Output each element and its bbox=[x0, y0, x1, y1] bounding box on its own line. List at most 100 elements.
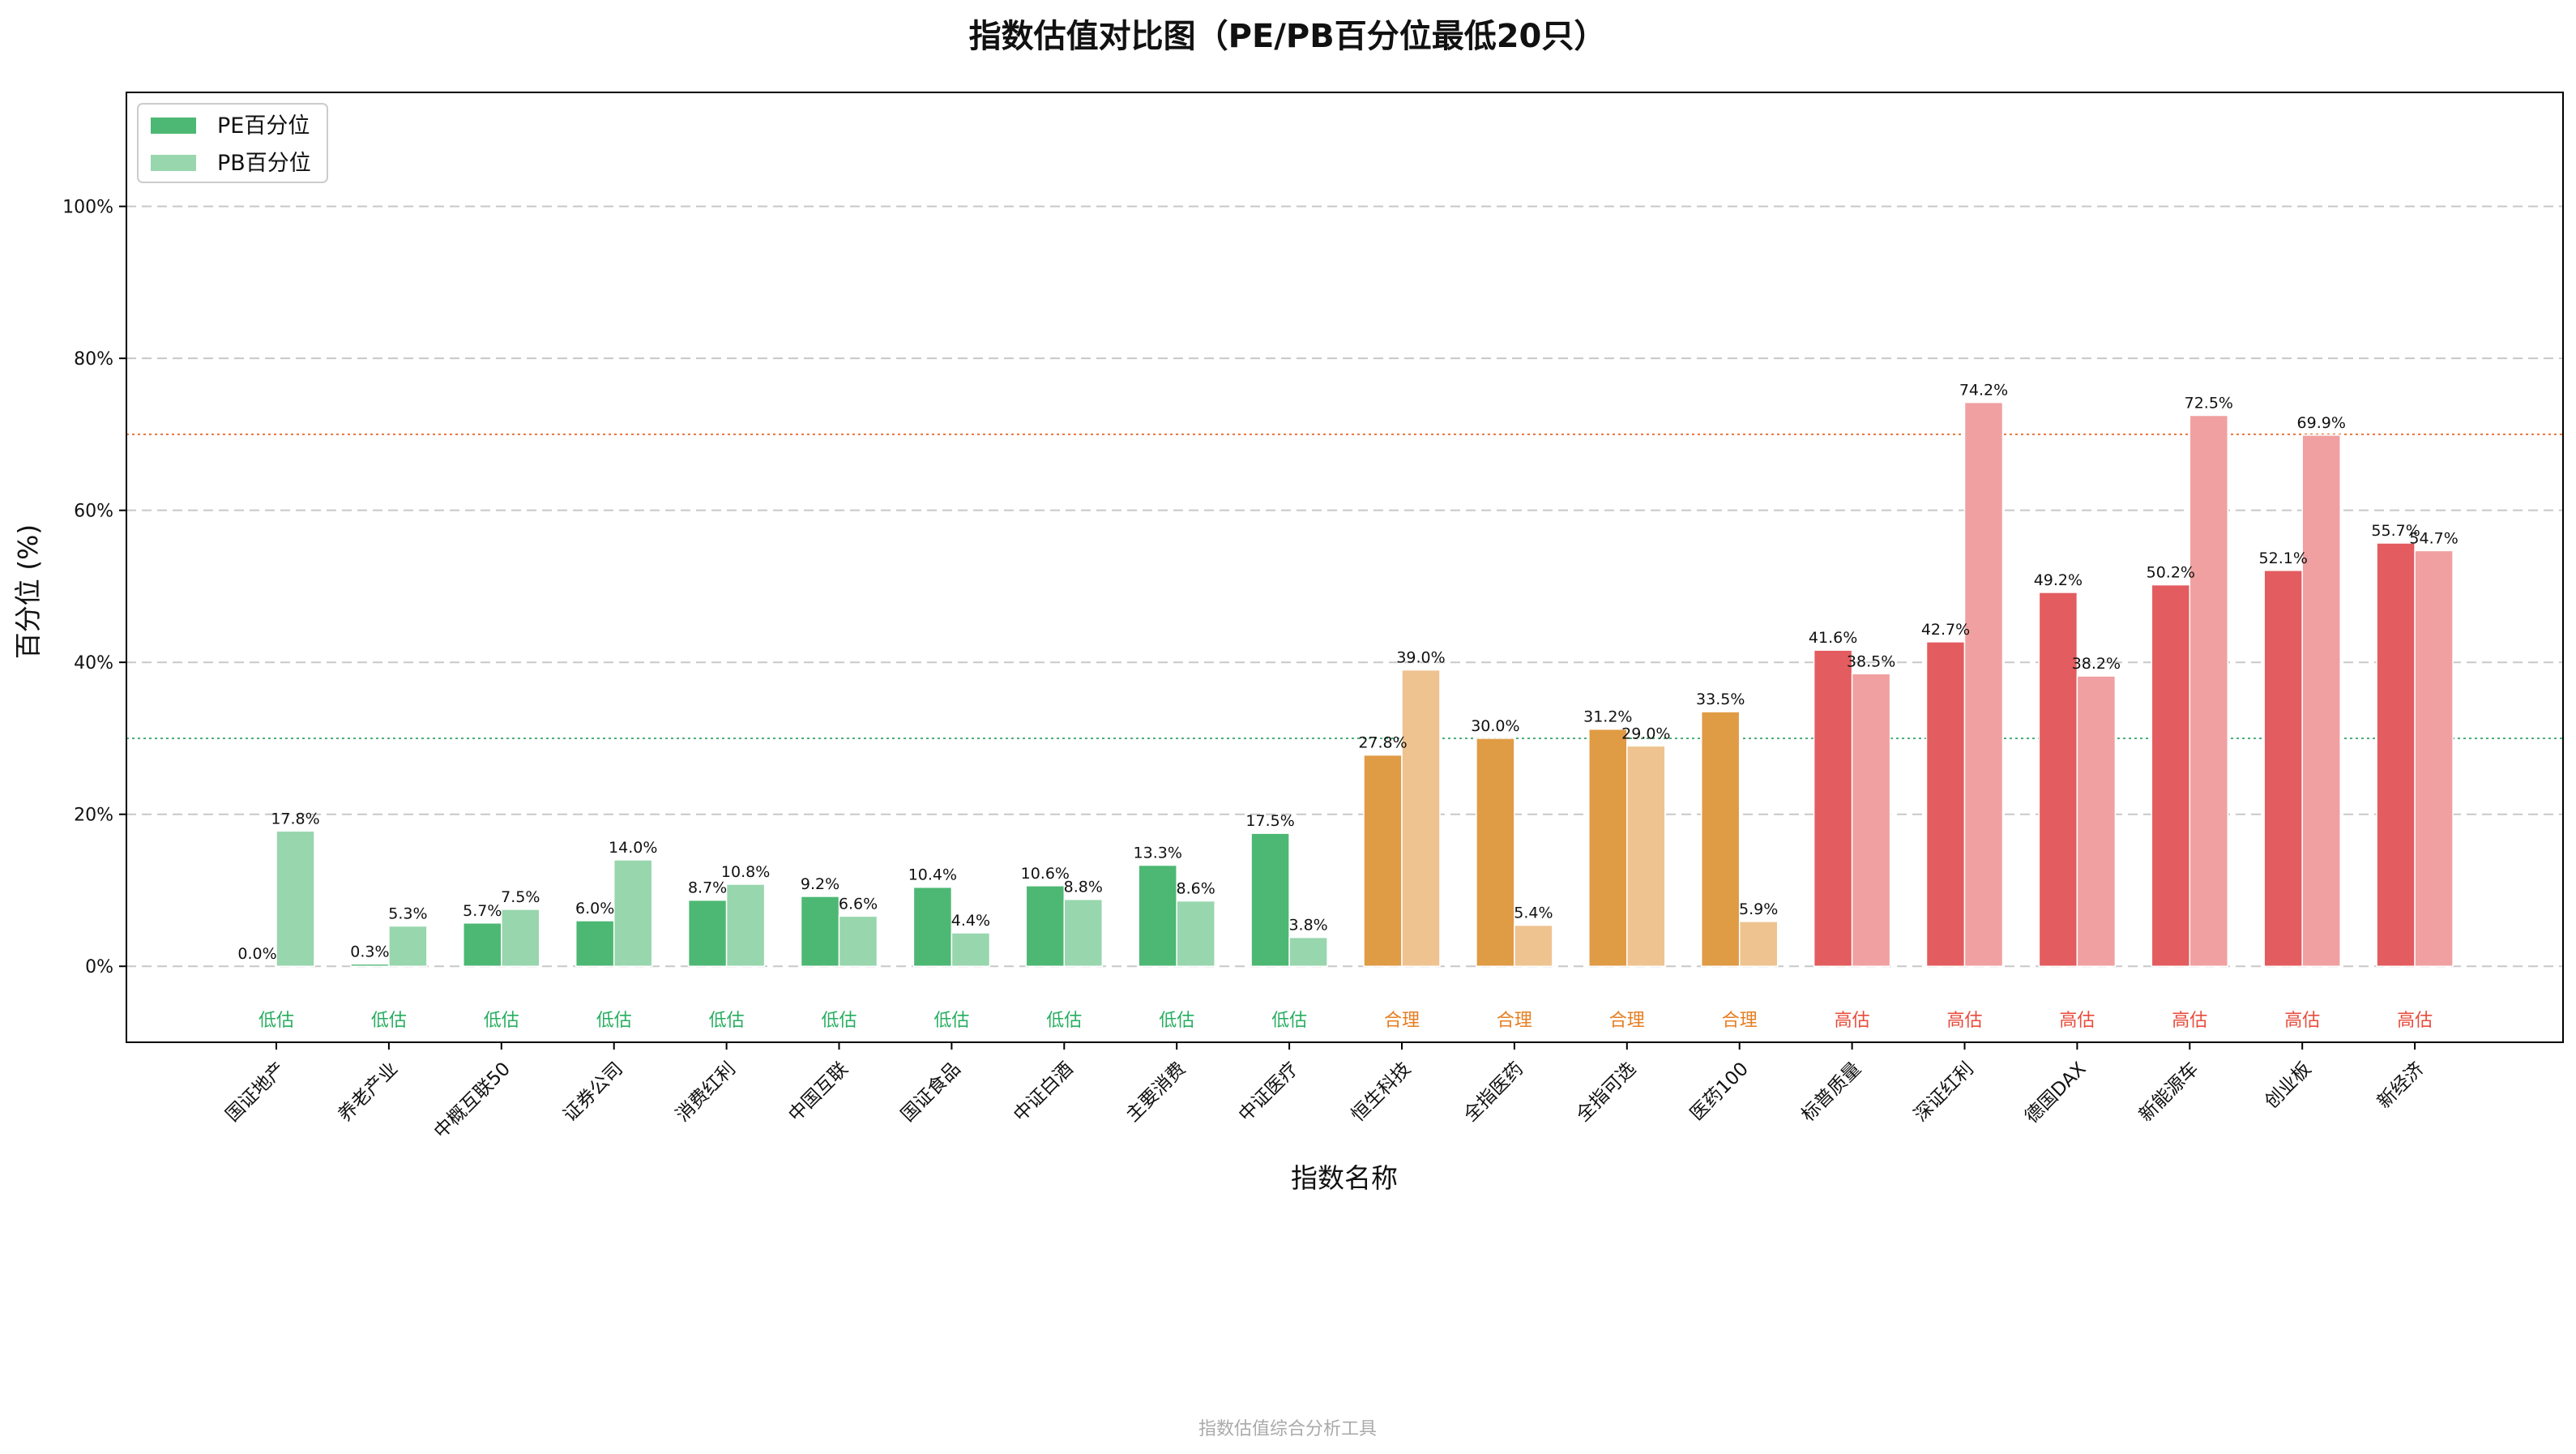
pe-bar bbox=[2151, 584, 2191, 967]
y-tick-label: 0% bbox=[85, 957, 113, 977]
pb-bar bbox=[1626, 745, 1666, 967]
pb-bar bbox=[1176, 900, 1215, 967]
pe-value-label: 10.6% bbox=[1021, 865, 1070, 883]
pb-bar bbox=[1514, 924, 1553, 967]
legend: PE百分位 PB百分位 bbox=[137, 103, 328, 183]
pe-bar bbox=[2376, 542, 2416, 967]
chart-title: 指数估值对比图（PE/PB百分位最低20只） bbox=[969, 18, 1607, 55]
pe-value-label: 5.7% bbox=[463, 902, 502, 920]
x-tick-label: 消费红利 bbox=[672, 1058, 739, 1126]
pe-bar bbox=[1250, 832, 1290, 967]
pb-value-label: 54.7% bbox=[2409, 529, 2458, 547]
pb-value-label: 69.9% bbox=[2297, 414, 2346, 432]
status-label: 高估 bbox=[1835, 1011, 1870, 1031]
x-tick-label: 中证医疗 bbox=[1235, 1058, 1302, 1126]
pe-bar bbox=[1925, 641, 1966, 967]
pe-bar bbox=[1813, 649, 1853, 967]
status-label: 高估 bbox=[2059, 1011, 2095, 1031]
x-tick-label: 恒生科技 bbox=[1348, 1058, 1415, 1126]
legend-label: PE百分位 bbox=[217, 113, 310, 139]
pe-value-label: 17.5% bbox=[1245, 812, 1294, 830]
pb-bar bbox=[1401, 669, 1441, 967]
status-label: 高估 bbox=[2284, 1011, 2320, 1031]
pe-bar bbox=[912, 886, 953, 967]
pe-value-label: 9.2% bbox=[801, 875, 839, 893]
pe-bar bbox=[1476, 738, 1515, 967]
data-labels: 0.0%17.8%0.3%5.3% 5.7%7.5%6.0%14.0%8.7%10… bbox=[237, 382, 2458, 964]
pe-bar bbox=[1588, 728, 1628, 967]
pe-bar bbox=[1700, 711, 1741, 967]
pe-bar bbox=[800, 896, 840, 967]
x-tick-label: 新经济 bbox=[2373, 1058, 2428, 1113]
pe-value-label: 6.0% bbox=[575, 900, 614, 917]
pe-value-label: 0.3% bbox=[350, 943, 389, 960]
pb-value-label: 8.8% bbox=[1064, 879, 1103, 896]
status-label: 低估 bbox=[1046, 1011, 1082, 1031]
pe-value-label: 42.7% bbox=[1921, 621, 1970, 639]
x-tick-label: 标普质量 bbox=[1797, 1058, 1865, 1126]
x-tick-label: 新能源车 bbox=[2135, 1058, 2202, 1126]
pe-bar bbox=[1363, 754, 1403, 967]
plot-frame bbox=[126, 92, 2564, 1043]
pe-value-label: 13.3% bbox=[1134, 845, 1182, 862]
pb-value-label: 72.5% bbox=[2185, 394, 2233, 412]
pb-bar bbox=[1851, 673, 1891, 967]
pb-value-label: 38.5% bbox=[1847, 652, 1895, 670]
pb-bar bbox=[501, 909, 540, 967]
pe-bar bbox=[463, 922, 502, 967]
status-label: 合理 bbox=[1722, 1011, 1758, 1031]
status-label: 高估 bbox=[2397, 1011, 2433, 1031]
pb-bar bbox=[388, 925, 428, 967]
pe-bar bbox=[687, 899, 728, 967]
y-axis: 0% 20% 40% 60% 80% 100% bbox=[62, 198, 126, 977]
status-label: 低估 bbox=[709, 1011, 745, 1031]
pb-value-label: 3.8% bbox=[1288, 917, 1327, 934]
status-label: 合理 bbox=[1497, 1011, 1532, 1031]
pb-bar bbox=[725, 883, 766, 967]
status-label: 低估 bbox=[596, 1011, 632, 1031]
pb-bar bbox=[1738, 921, 1779, 967]
y-tick-label: 60% bbox=[74, 502, 113, 522]
x-tick-label: 全指医药 bbox=[1460, 1058, 1527, 1126]
grid-lines bbox=[126, 205, 2563, 968]
y-tick-label: 80% bbox=[74, 349, 113, 370]
pb-bar bbox=[838, 915, 878, 967]
pb-bar bbox=[2076, 675, 2117, 967]
x-tick-label: 全指可选 bbox=[1573, 1058, 1640, 1126]
x-tick-label: 证券公司 bbox=[560, 1058, 627, 1126]
status-labels: 低估 低估 低估 低估 低估 低估 低估 低估 低估 低估 合理 合理 合理 合理 高估 高估 高估 高估 高估 高估 bbox=[258, 1011, 2433, 1031]
x-tick-label: 中概互联50 bbox=[430, 1058, 515, 1143]
pb-bar bbox=[2189, 414, 2229, 967]
pe-value-label: 52.1% bbox=[2259, 550, 2308, 567]
pb-value-label: 39.0% bbox=[1396, 649, 1445, 667]
pb-value-label: 17.8% bbox=[271, 810, 319, 827]
pe-value-label: 41.6% bbox=[1809, 629, 1857, 647]
pe-bar bbox=[350, 963, 390, 967]
pe-value-label: 27.8% bbox=[1358, 734, 1407, 752]
legend-swatch bbox=[151, 155, 196, 171]
pe-value-label: 30.0% bbox=[1471, 717, 1519, 735]
pb-value-label: 29.0% bbox=[1621, 725, 1670, 742]
pb-bar bbox=[2414, 550, 2454, 967]
pe-bar bbox=[1025, 885, 1066, 967]
y-axis-title: 百分位 (%) bbox=[12, 524, 44, 660]
pe-bar bbox=[575, 920, 615, 967]
status-label: 高估 bbox=[2172, 1011, 2207, 1031]
pe-value-label: 50.2% bbox=[2147, 564, 2195, 582]
x-tick-label: 深证红利 bbox=[1910, 1058, 1977, 1126]
pb-bar bbox=[2301, 434, 2341, 967]
x-tick-label: 中国互联 bbox=[784, 1058, 852, 1126]
y-tick-label: 20% bbox=[74, 806, 113, 826]
legend-swatch bbox=[151, 118, 196, 134]
x-axis: 国证地产 养老产业 中概互联50 证券公司 消费红利 中国互联 国证食品 中证白酒 主要消费 中证… bbox=[222, 1042, 2428, 1143]
pb-value-label: 7.5% bbox=[501, 888, 540, 906]
status-label: 低估 bbox=[371, 1011, 407, 1031]
x-tick-label: 国证食品 bbox=[897, 1058, 964, 1126]
x-tick-label: 创业板 bbox=[2261, 1058, 2315, 1113]
pe-bar bbox=[2038, 592, 2078, 967]
pb-bar bbox=[276, 830, 315, 967]
y-tick-label: 100% bbox=[62, 198, 113, 218]
pe-value-label: 31.2% bbox=[1583, 708, 1632, 726]
status-label: 低估 bbox=[1271, 1011, 1307, 1031]
x-tick-label: 医药100 bbox=[1686, 1058, 1753, 1125]
